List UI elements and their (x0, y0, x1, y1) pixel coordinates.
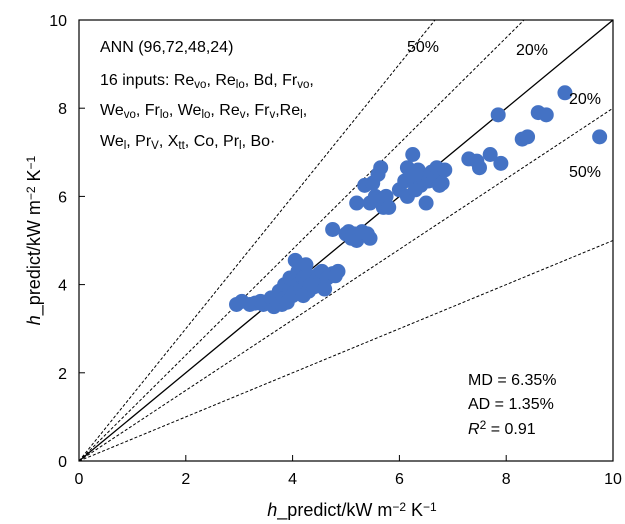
data-point (472, 160, 487, 176)
y-tick-label: 8 (58, 101, 67, 118)
data-point (405, 147, 421, 163)
error-band-line-3 (79, 20, 436, 461)
inputs-line-3: Wel, PrV, Xtt, Co, Prl, Bo· (100, 133, 275, 152)
data-point (373, 160, 389, 176)
data-point (437, 162, 453, 178)
y-ticks: 0 2 4 6 8 10 (49, 13, 85, 471)
data-point (490, 107, 506, 123)
y-tick-label: 0 (58, 454, 67, 471)
data-point (418, 195, 434, 211)
data-points (229, 85, 608, 315)
data-point (381, 199, 397, 215)
data-point (493, 155, 509, 171)
x-tick-label: 10 (604, 471, 622, 488)
x-tick-label: 2 (181, 471, 190, 488)
inputs-line-2: Wevo, Frlo, Welo, Rev, Frv,Rel, (100, 102, 307, 121)
band-label-50-upper: 50% (407, 39, 439, 56)
band-label-20-lower: 20% (569, 91, 601, 108)
y-axis-label: h_predict/kW m−2 K−1 (24, 155, 45, 325)
data-point (482, 147, 498, 163)
x-axis-label: h_predict/kW m−2 K−1 (267, 500, 437, 521)
y-tick-label: 10 (49, 13, 67, 30)
error-band-line-2 (79, 107, 613, 461)
md-stat: MD = 6.35% (468, 372, 556, 389)
data-point (557, 85, 573, 101)
data-point (434, 175, 450, 191)
error-band-line-4 (79, 240, 613, 461)
x-tick-label: 6 (395, 471, 404, 488)
data-point (538, 107, 554, 123)
x-ticks: 0 2 4 6 8 10 (75, 455, 622, 488)
ad-stat: AD = 1.35% (468, 396, 554, 413)
data-point (330, 263, 346, 279)
x-tick-label: 8 (502, 471, 511, 488)
x-tick-label: 0 (75, 471, 84, 488)
x-tick-label: 4 (288, 471, 297, 488)
y-tick-label: 4 (58, 278, 67, 295)
inputs-line-1: 16 inputs: Revo, Relo, Bd, Frvo, (100, 72, 314, 91)
data-point (592, 129, 608, 145)
band-label-50-lower: 50% (569, 164, 601, 181)
band-label-20-upper: 20% (516, 42, 548, 59)
data-point (362, 230, 378, 246)
model-label: ANN (96,72,48,24) (100, 39, 233, 56)
y-tick-label: 6 (58, 189, 67, 206)
data-point (520, 129, 536, 145)
error-band-line-1 (79, 20, 525, 461)
data-point (325, 221, 341, 237)
r2-stat: R2 = 0.91 (468, 418, 536, 438)
y-tick-label: 2 (58, 366, 67, 383)
data-point (349, 195, 365, 211)
annotations: h_predict/kW m−2 K−1 h_predict/kW m−2 K−1… (24, 39, 601, 521)
